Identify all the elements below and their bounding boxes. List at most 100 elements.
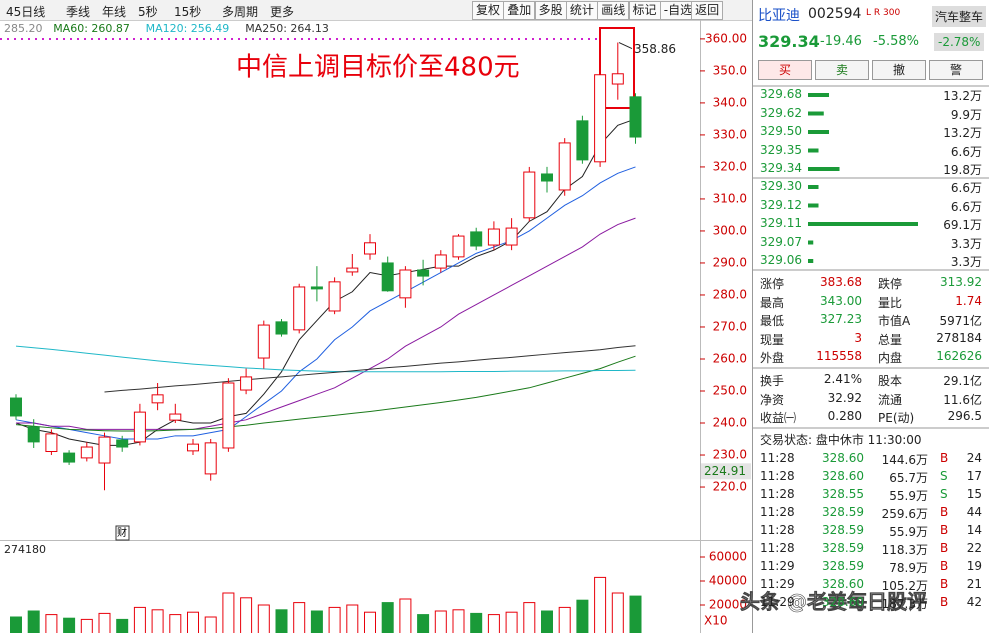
book-bar — [808, 203, 819, 208]
book-volume: 6.6万 — [950, 199, 982, 214]
y-tick-label: 40000 — [709, 574, 747, 588]
volume-bar — [541, 610, 553, 633]
tool-button[interactable]: 叠加 — [503, 1, 536, 20]
volume-bar — [222, 592, 235, 633]
stock-name: 比亚迪 — [758, 8, 800, 24]
trade-time: 11:28 — [760, 469, 795, 483]
book-price: 329.35 — [760, 142, 802, 157]
book-bar — [808, 93, 830, 97]
trade-count: 15 — [966, 487, 982, 501]
trade-count: 14 — [966, 523, 982, 537]
legend-entry: MA250: 264.13 — [245, 22, 329, 35]
trade-price: 328.59 — [822, 559, 864, 573]
candle-body — [611, 73, 624, 85]
stock-flags: L R 300 — [866, 8, 901, 18]
trade-price: 328.60 — [822, 595, 864, 609]
trade-time: 11:28 — [760, 451, 795, 465]
tool-button[interactable]: -自选 — [659, 1, 697, 20]
book-volume: 3.3万 — [950, 255, 982, 269]
legend-entry: 285.20 — [4, 22, 43, 35]
tool-button[interactable]: 复权 — [472, 1, 505, 20]
volume-bar — [240, 597, 253, 633]
volume-bar — [293, 602, 306, 633]
stat-value: 5971亿 — [939, 314, 982, 328]
book-price: 329.06 — [760, 253, 802, 267]
trade-count: 17 — [966, 469, 982, 483]
period-tab[interactable]: 5秒 — [138, 5, 158, 19]
volume-bar — [399, 598, 412, 633]
candle-body — [594, 74, 607, 163]
candle-body — [541, 173, 553, 182]
candle-body — [364, 242, 376, 255]
tool-button[interactable]: 多股 — [534, 1, 567, 20]
price: 329.34 — [758, 32, 820, 51]
candle-body — [629, 96, 642, 138]
stat-value: 296.5 — [947, 409, 982, 423]
candle-body — [558, 142, 571, 191]
candle-body — [10, 397, 22, 417]
candle-body — [310, 286, 323, 290]
annotation: 中信上调目标价至480元 — [236, 53, 520, 83]
stat-value: 278184 — [936, 330, 982, 345]
book-bar — [808, 222, 918, 226]
trade-time: 11:28 — [760, 487, 795, 501]
y-tick-label: 230.0 — [713, 448, 747, 462]
change-pct: -5.58% — [873, 34, 919, 49]
tool-button[interactable]: 统计 — [565, 1, 598, 20]
trade-count: 42 — [966, 595, 982, 609]
period-tab[interactable]: 更多 — [270, 5, 295, 19]
tool-button[interactable]: 画线 — [597, 1, 630, 20]
volume-bar — [98, 612, 111, 633]
candle-body — [523, 171, 536, 219]
volume-bar — [346, 604, 359, 633]
stat-label: 收益㈠ — [760, 411, 797, 425]
y-tick-label: 270.0 — [713, 319, 747, 333]
y-tick-label: 340.0 — [713, 95, 747, 109]
stat-label: 跌停 — [878, 277, 903, 291]
book-price: 329.11 — [760, 216, 802, 230]
y-tick-label: 350.0 — [713, 63, 747, 77]
change: -19.46 — [820, 34, 862, 49]
period-tab[interactable]: 年线 — [102, 5, 127, 19]
tool-button[interactable]: 返回 — [691, 1, 724, 20]
trade-volume: 105.2万 — [881, 579, 928, 593]
candle-body — [151, 394, 164, 404]
trade-button[interactable]: 警 — [929, 60, 983, 80]
book-price: 329.62 — [760, 105, 802, 120]
period-tab[interactable]: 多周期 — [222, 5, 259, 19]
volume-bar — [629, 595, 642, 633]
stock-code: 002594 — [808, 6, 862, 22]
trade-side: B — [940, 577, 949, 591]
stat-value: 3 — [854, 330, 862, 345]
trade-button[interactable]: 买 — [758, 60, 812, 80]
legend-entry: MA120: 256.49 — [146, 22, 230, 35]
y-tick-label: 320.0 — [713, 159, 747, 173]
marker-bg — [115, 525, 130, 541]
stat-label: 最高 — [760, 295, 785, 310]
period-tab[interactable]: 45日线 — [6, 5, 46, 19]
volume-label: 274180 — [4, 543, 46, 556]
candle-body — [63, 452, 76, 463]
candle-body — [275, 321, 288, 335]
volume-bar — [310, 610, 323, 633]
book-volume: 69.1万 — [943, 218, 982, 232]
candle-body — [257, 324, 270, 359]
volume-bar — [470, 612, 483, 633]
trade-status: 交易状态: 盘中休市 11:30:00 — [760, 433, 922, 447]
volume-bar — [381, 602, 394, 633]
y-tick-label: 260.0 — [713, 351, 747, 365]
book-price: 329.07 — [760, 234, 802, 249]
candle-body — [434, 254, 447, 269]
stat-label: 外盘 — [760, 351, 785, 365]
stat-label: 最低 — [760, 314, 785, 328]
candle-body — [187, 443, 199, 452]
trade-button[interactable]: 撤 — [872, 60, 926, 80]
period-tab[interactable]: 季线 — [66, 5, 91, 19]
y-tick-label: 360.00 — [705, 31, 747, 45]
candle-body — [98, 436, 111, 464]
tool-button[interactable]: 标记 — [628, 1, 661, 20]
period-tab[interactable]: 15秒 — [174, 5, 202, 19]
marker: 财 — [117, 526, 127, 539]
candle-body — [293, 286, 306, 331]
trade-button[interactable]: 卖 — [815, 60, 869, 80]
